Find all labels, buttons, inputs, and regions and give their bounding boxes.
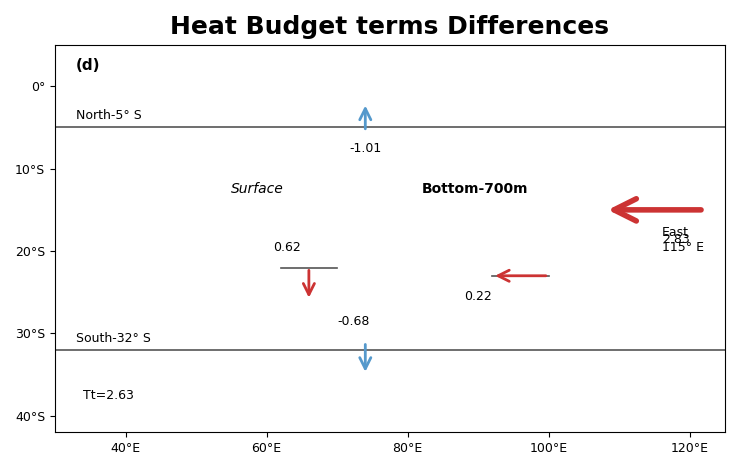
Text: Tt=2.63: Tt=2.63 (83, 389, 134, 402)
Text: Surface: Surface (232, 182, 284, 196)
Text: (d): (d) (76, 58, 101, 73)
Text: North-5° S: North-5° S (76, 109, 142, 122)
Text: -1.01: -1.01 (349, 142, 381, 155)
Text: -0.68: -0.68 (337, 315, 369, 328)
Title: Heat Budget terms Differences: Heat Budget terms Differences (170, 15, 610, 39)
Text: 0.22: 0.22 (464, 290, 492, 304)
Text: East
115° E: East 115° E (662, 226, 704, 254)
Text: Bottom-700m: Bottom-700m (422, 182, 528, 196)
Text: South-32° S: South-32° S (76, 332, 151, 345)
Text: 0.62: 0.62 (274, 241, 301, 254)
Text: 2.83: 2.83 (662, 233, 690, 246)
